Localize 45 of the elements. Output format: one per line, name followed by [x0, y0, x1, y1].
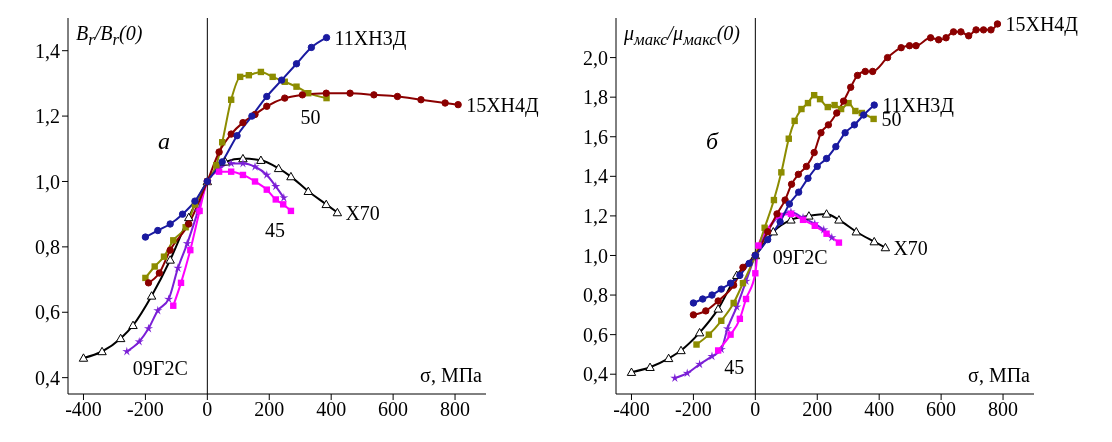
y-tick-label: 0,8: [35, 235, 60, 258]
series-label: 45: [724, 356, 745, 379]
annotation: б: [706, 128, 719, 155]
series-label: Х70: [345, 201, 380, 224]
y-tick-label: 0,4: [583, 363, 608, 386]
y-axis-title: μ$_{макс}$/μ$_{макс}$(0): [624, 22, 741, 50]
x-tick-label: 200: [802, 398, 833, 421]
series-label: 09Г2С: [772, 245, 828, 268]
x-tick-label: 600: [378, 398, 409, 421]
y-tick-label: 0,4: [35, 366, 60, 389]
y-tick-label: 1,6: [583, 125, 608, 148]
y-tick-label: 1,0: [35, 170, 60, 193]
x-tick-label: 400: [864, 398, 895, 421]
x-tick-label: 600: [926, 398, 957, 421]
annotation: а: [158, 128, 170, 155]
series-label: Х70: [893, 236, 928, 259]
y-tick-label: 1,2: [35, 105, 60, 128]
y-tick-label: 1,0: [583, 244, 608, 267]
series-label: 11ХН3Д: [334, 26, 407, 49]
x-tick-label: 0: [750, 398, 761, 421]
series-label: 45: [264, 218, 285, 241]
series-label: 50: [300, 106, 321, 129]
x-tick-label: 800: [988, 398, 1019, 421]
x-tick-label: -400: [613, 398, 650, 421]
x-tick-label: 0: [202, 398, 213, 421]
x-tick-label: 800: [440, 398, 471, 421]
y-tick-label: 1,4: [35, 39, 60, 62]
y-tick-label: 0,8: [583, 284, 608, 307]
x-axis-title: σ, МПа: [968, 364, 1030, 387]
y-axis-title: B$_{r}$/B$_{r}$(0): [76, 22, 143, 50]
y-tick-label: 0,6: [35, 301, 60, 324]
x-tick-label: -200: [675, 398, 712, 421]
y-tick-label: 2,0: [583, 46, 608, 69]
y-tick-label: 1,4: [583, 165, 608, 188]
series-label: 09Г2С: [132, 357, 188, 380]
y-tick-label: 0,6: [583, 323, 608, 346]
series-label: 15ХН4Д: [466, 93, 539, 116]
x-tick-label: -200: [127, 398, 164, 421]
x-axis-title: σ, МПа: [420, 364, 482, 387]
x-tick-label: 200: [254, 398, 285, 421]
x-tick-label: 400: [316, 398, 347, 421]
y-tick-label: 1,8: [583, 86, 608, 109]
series-label: 15ХН4Д: [1005, 12, 1078, 35]
x-tick-label: -400: [65, 398, 102, 421]
y-tick-label: 1,2: [583, 204, 608, 227]
